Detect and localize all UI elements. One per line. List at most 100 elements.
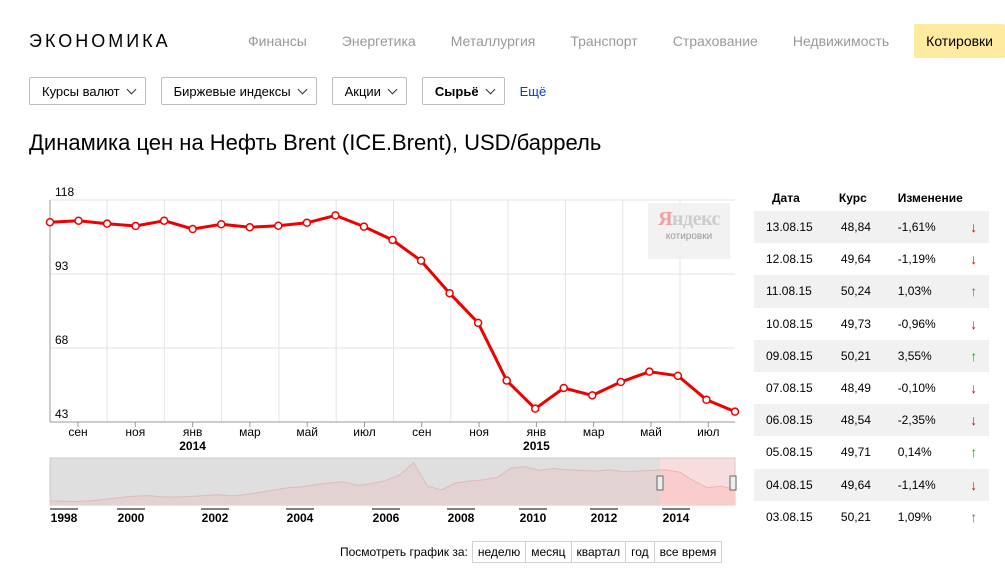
navigator-handle[interactable] — [729, 475, 737, 491]
data-point[interactable] — [730, 407, 740, 416]
row-rate: 48,49 — [840, 381, 871, 396]
filter-dropdown-1[interactable]: Биржевые индексы — [160, 77, 317, 105]
navigator-selection[interactable] — [660, 458, 735, 505]
row-change: 3,55% — [887, 339, 959, 372]
nav-item-2[interactable]: Металлургия — [450, 33, 536, 49]
data-point[interactable] — [331, 211, 340, 220]
y-tick-label: 43 — [55, 407, 69, 421]
arrow-down-icon: ↓ — [958, 468, 989, 501]
x-tick-label: мар — [239, 425, 261, 439]
data-point[interactable] — [702, 395, 711, 405]
x-tick-label: май — [296, 425, 318, 439]
row-change: -0,10% — [897, 381, 936, 396]
nav-item-5[interactable]: Недвижимость — [792, 33, 890, 49]
nav-item-4[interactable]: Страхование — [672, 33, 758, 49]
chevron-down-icon — [485, 84, 496, 94]
filter-dropdown-label: Биржевые индексы — [173, 83, 291, 99]
nav-item-0[interactable]: Финансы — [248, 33, 307, 49]
period-label: Посмотреть график за: — [340, 545, 468, 559]
data-point[interactable] — [616, 377, 626, 387]
data-point[interactable] — [416, 256, 426, 265]
data-point[interactable] — [645, 367, 654, 376]
row-date: 04.08.15 — [754, 468, 827, 501]
data-point[interactable] — [188, 224, 197, 234]
data-point[interactable] — [588, 391, 597, 400]
filter-dropdown-label: Сырьё — [434, 83, 479, 99]
data-point[interactable] — [388, 235, 397, 245]
arrow-down-icon: ↓ — [958, 404, 989, 437]
period-option-0[interactable]: неделю — [471, 541, 527, 563]
y-tick-label: 93 — [55, 259, 69, 273]
arrow-down-icon: ↓ — [958, 211, 989, 244]
row-change: -1,14% — [887, 468, 959, 501]
data-point[interactable] — [559, 383, 568, 393]
data-point[interactable] — [473, 318, 483, 328]
period-option-3[interactable]: год — [625, 541, 655, 563]
data-point[interactable] — [245, 222, 255, 232]
navigator-handle[interactable] — [656, 475, 664, 491]
row-rate: 49,73 — [840, 316, 871, 331]
data-point[interactable] — [45, 217, 55, 227]
row-change: 1,03% — [887, 275, 959, 308]
filter-dropdown-label: Акции — [344, 83, 381, 99]
plot-area — [50, 200, 735, 422]
table-row: 09.08.15 50,21 3,55% ↑ — [754, 339, 989, 372]
x-tick-label: ноя — [469, 425, 489, 439]
site-logo[interactable]: ЭКОНОМИКА — [29, 31, 171, 51]
table-row: 07.08.15 48,49 -0,10% ↓ — [754, 372, 989, 404]
filter-dropdown-3[interactable]: Сырьё — [421, 77, 505, 105]
x-tick-label: янв — [183, 425, 203, 439]
row-date: 07.08.15 — [766, 381, 813, 396]
price-chart[interactable]: 118 93 68 43 сен ноя янв мар май июл сен ноя янв мар м… — [0, 180, 740, 530]
nav-item-3[interactable]: Транспорт — [570, 33, 638, 49]
x-tick-label: июл — [353, 425, 375, 439]
row-rate: 48,54 — [826, 404, 888, 437]
period-option-1[interactable]: месяц — [525, 541, 572, 563]
x-tick-label: мар — [583, 425, 605, 439]
period-option-2[interactable]: квартал — [570, 541, 627, 563]
data-point[interactable] — [445, 288, 454, 298]
navigator-year-label: 2010 — [520, 511, 547, 525]
arrow-down-icon: ↓ — [970, 315, 978, 332]
arrow-up-icon: ↑ — [958, 275, 989, 308]
data-point[interactable] — [274, 221, 283, 231]
row-change: 1,09% — [897, 509, 932, 524]
data-point[interactable] — [131, 221, 140, 231]
yandex-watermark: Яндекс котировки — [648, 203, 730, 259]
row-date: 10.08.15 — [766, 316, 813, 331]
navigator-year-label: 1998 — [51, 511, 78, 525]
table-row: 13.08.15 48,84 -1,61% ↓ — [754, 211, 989, 244]
nav-item-1[interactable]: Энергетика — [341, 33, 416, 49]
row-rate: 50,21 — [826, 339, 888, 372]
row-change: -2,35% — [887, 404, 959, 437]
period-option-4[interactable]: все время — [653, 541, 723, 563]
arrow-down-icon: ↓ — [970, 251, 978, 268]
navigator-year-label: 2002 — [202, 511, 229, 525]
arrow-up-icon: ↑ — [970, 444, 978, 461]
table-row: 06.08.15 48,54 -2,35% ↓ — [754, 404, 989, 437]
row-date: 05.08.15 — [766, 445, 813, 460]
data-point[interactable] — [217, 220, 226, 229]
navigator-line — [49, 461, 736, 503]
row-rate: 49,64 — [840, 252, 871, 267]
table-row: 12.08.15 49,64 -1,19% ↓ — [754, 243, 989, 275]
data-point[interactable] — [74, 216, 83, 225]
data-point[interactable] — [302, 218, 312, 228]
nav-item-6[interactable]: Котировки — [914, 24, 1005, 58]
filter-dropdown-0[interactable]: Курсы валют — [29, 77, 146, 105]
market-filters: Курсы валют Биржевые индексы Акции Сырьё Ещё — [29, 77, 546, 105]
data-point[interactable] — [530, 404, 540, 413]
navigator-year-label: 2012 — [591, 511, 618, 525]
data-point[interactable] — [502, 376, 511, 385]
table-row: 03.08.15 50,21 1,09% ↑ — [754, 501, 989, 533]
filter-dropdown-2[interactable]: Акции — [331, 77, 407, 105]
row-date: 09.08.15 — [754, 339, 827, 372]
navigator-year-label: 2014 — [663, 511, 690, 525]
data-point[interactable] — [359, 222, 369, 231]
data-point[interactable] — [159, 216, 169, 225]
data-point[interactable] — [673, 371, 683, 381]
chevron-down-icon — [297, 84, 308, 94]
data-point[interactable] — [102, 219, 112, 228]
top-navigation: Финансы Энергетика Металлургия Транспорт Стр… — [248, 24, 1005, 58]
more-link[interactable]: Ещё — [519, 83, 547, 99]
